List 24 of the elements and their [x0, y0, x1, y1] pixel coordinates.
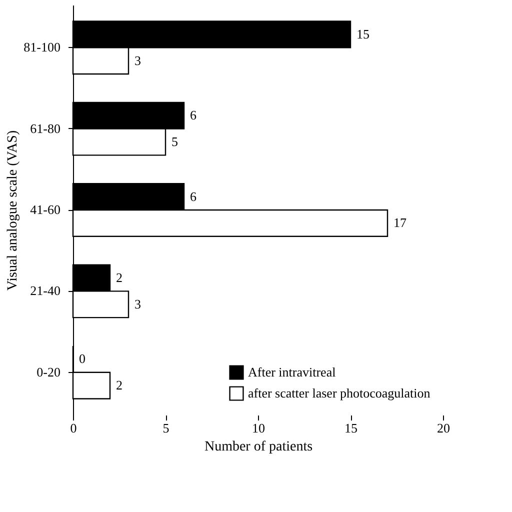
x-tick-label: 10	[252, 420, 265, 436]
y-tick-label: 21-40	[30, 283, 60, 298]
data-label: 6	[190, 108, 197, 123]
data-label: 2	[116, 270, 122, 285]
y-tick-label: 61-80	[30, 120, 60, 136]
y-axis-title: Visual analogue scale (VAS)	[6, 130, 21, 291]
data-label: 3	[134, 52, 141, 68]
y-tick-label: 0-20	[36, 364, 60, 380]
x-axis-title: Number of patients	[204, 440, 313, 454]
data-label: 2	[116, 378, 122, 393]
x-tick-label: 0	[70, 420, 77, 436]
x-tick-label: 5	[162, 420, 170, 436]
x-tick-label: 15	[344, 420, 358, 436]
data-label: 17	[394, 215, 407, 230]
legend-label: after scatter laser photocoagulation	[248, 386, 431, 400]
data-label: 6	[190, 188, 197, 204]
y-tick-label: 41-60	[30, 202, 60, 217]
x-tick-label: 20	[437, 420, 450, 436]
data-label: 15	[356, 26, 370, 42]
data-label: 3	[134, 296, 141, 312]
data-label: 0	[79, 351, 86, 366]
data-label: 5	[172, 134, 178, 150]
y-tick-label: 81-100	[24, 40, 60, 55]
legend-label: After intravitreal	[248, 364, 336, 380]
